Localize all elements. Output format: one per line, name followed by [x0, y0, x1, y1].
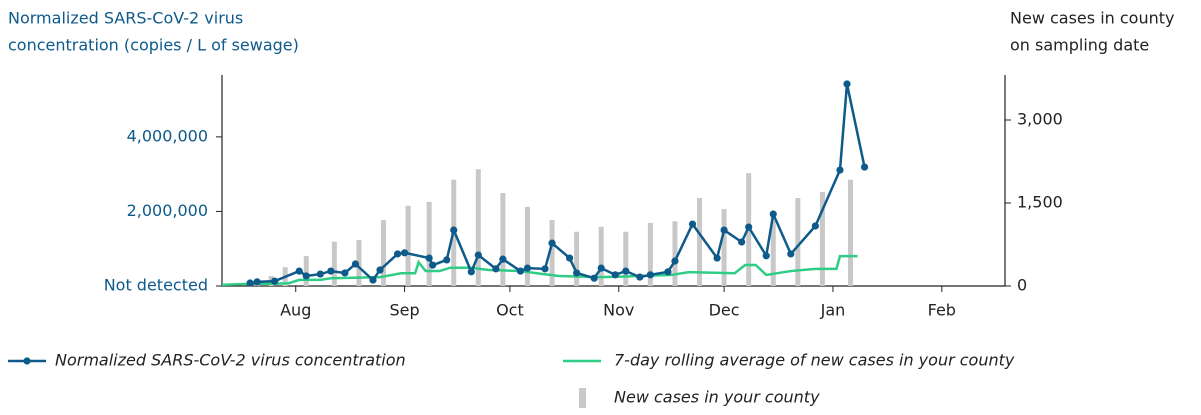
bar — [623, 231, 629, 286]
y-tick-label: 2,000,000 — [127, 201, 208, 220]
x-tick-label: Oct — [496, 301, 524, 320]
legend-label: Normalized SARS-CoV-2 virus concentratio… — [55, 351, 406, 370]
legend-swatch — [579, 388, 586, 408]
marker — [271, 277, 279, 285]
marker — [541, 265, 549, 273]
bar — [697, 198, 703, 286]
bar — [475, 169, 481, 286]
bar — [647, 222, 653, 286]
marker — [523, 264, 532, 272]
bar — [426, 201, 432, 286]
marker — [369, 276, 377, 284]
marker — [664, 268, 672, 276]
marker — [443, 256, 451, 264]
marker — [316, 270, 324, 278]
marker — [516, 267, 525, 275]
marker — [762, 252, 770, 260]
bar — [303, 256, 309, 286]
marker — [341, 269, 349, 277]
marker — [351, 260, 360, 268]
marker — [611, 271, 619, 279]
marker — [720, 226, 728, 234]
y2-axis-title: on sampling date — [1010, 36, 1149, 55]
marker — [745, 223, 753, 231]
marker — [474, 251, 482, 259]
legend-label: New cases in your county — [614, 388, 820, 407]
x-tick-label: Feb — [928, 301, 956, 320]
x-tick-label: Dec — [709, 301, 740, 320]
marker — [467, 268, 475, 276]
bar — [331, 241, 337, 286]
line — [221, 254, 858, 287]
marker — [738, 238, 746, 246]
x-tick-label: Aug — [280, 301, 311, 320]
bar — [819, 191, 825, 286]
marker — [787, 250, 795, 258]
marker — [246, 279, 254, 287]
marker — [253, 278, 261, 286]
bar — [598, 226, 604, 286]
marker — [376, 266, 384, 274]
y-axis-title: Normalized SARS-CoV-2 virus — [8, 9, 243, 28]
marker — [646, 271, 654, 279]
bar — [381, 220, 387, 286]
marker — [327, 267, 335, 275]
bar — [574, 231, 580, 286]
bar — [770, 211, 776, 286]
marker — [425, 254, 433, 262]
y-tick-label: 4,000,000 — [127, 126, 208, 145]
marker — [393, 250, 402, 258]
marker — [573, 269, 581, 277]
bar — [721, 209, 727, 286]
marker — [590, 274, 598, 282]
x-tick-label: Jan — [820, 301, 846, 320]
marker — [566, 254, 574, 262]
y-axis-title: concentration (copies / L of sewage) — [8, 36, 299, 55]
marker — [302, 272, 310, 280]
x-tick-label: Sep — [390, 301, 420, 320]
y-tick-label: Not detected — [104, 276, 208, 295]
marker — [811, 222, 819, 230]
bar — [549, 220, 555, 286]
marker — [597, 264, 605, 272]
bar — [672, 221, 678, 286]
marker — [499, 255, 507, 263]
marker — [400, 249, 409, 257]
bar — [524, 206, 530, 286]
bar — [405, 205, 411, 286]
marker — [769, 210, 777, 218]
marker — [713, 254, 721, 262]
bar — [848, 179, 854, 286]
y2-tick-label: 0 — [1017, 276, 1027, 295]
marker — [860, 163, 869, 171]
marker — [429, 261, 437, 269]
y2-tick-label: 1,500 — [1017, 192, 1063, 211]
marker — [636, 273, 644, 281]
y2-axis-title: New cases in county — [1010, 9, 1174, 28]
marker — [622, 267, 630, 275]
marker — [492, 265, 500, 273]
bar — [356, 240, 362, 286]
marker — [548, 239, 556, 247]
marker — [295, 267, 303, 275]
legend-marker — [23, 357, 31, 365]
y2-tick-label: 3,000 — [1017, 109, 1063, 128]
marker — [671, 257, 679, 265]
marker — [688, 220, 697, 228]
bar — [500, 193, 506, 286]
marker — [843, 80, 851, 88]
legend-label: 7-day rolling average of new cases in yo… — [614, 351, 1015, 370]
marker — [450, 226, 458, 234]
bar — [795, 198, 801, 286]
x-tick-label: Nov — [603, 301, 634, 320]
marker — [836, 166, 844, 174]
